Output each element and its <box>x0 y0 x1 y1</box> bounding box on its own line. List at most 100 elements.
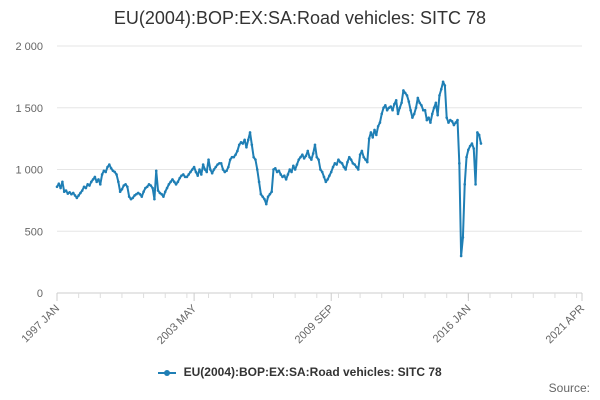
data-point <box>322 175 326 179</box>
data-point <box>234 153 237 156</box>
data-point <box>64 189 68 192</box>
data-point <box>308 155 311 159</box>
data-point <box>237 143 241 147</box>
data-point <box>268 192 272 196</box>
data-point <box>434 101 438 105</box>
x-tick-label: 2003 MAY <box>155 302 200 347</box>
data-point <box>93 175 97 179</box>
data-point <box>358 153 362 156</box>
data-point <box>88 184 91 187</box>
data-point <box>355 165 358 169</box>
data-point <box>118 190 122 194</box>
data-point <box>414 106 418 110</box>
data-point <box>400 101 403 105</box>
data-point <box>479 142 483 145</box>
data-point <box>429 121 432 124</box>
data-point <box>165 186 169 190</box>
data-point <box>89 180 93 184</box>
data-point <box>371 136 375 139</box>
data-point <box>227 165 230 169</box>
data-point <box>313 143 317 147</box>
data-point <box>284 178 288 181</box>
data-point <box>124 183 127 186</box>
legend[interactable]: EU(2004):BOP:EX:SA:Road vehicles: SITC 7… <box>0 365 600 379</box>
chart-title: EU(2004):BOP:EX:SA:Road vehicles: SITC 7… <box>113 8 487 28</box>
data-point <box>409 108 412 112</box>
data-point <box>106 165 109 169</box>
data-point <box>329 170 333 174</box>
data-point <box>337 158 340 161</box>
data-point <box>328 174 331 177</box>
x-tick-label: 1997 JAN <box>19 303 62 346</box>
data-point <box>84 186 88 190</box>
data-point <box>77 194 80 197</box>
data-point <box>80 189 84 192</box>
data-point <box>456 118 459 122</box>
data-point <box>304 154 308 158</box>
data-point <box>458 162 461 165</box>
data-point <box>385 108 389 112</box>
data-point <box>218 162 221 165</box>
data-point <box>441 80 445 84</box>
data-point <box>127 195 131 198</box>
data-point <box>382 106 385 110</box>
data-point <box>378 121 382 124</box>
data-point <box>250 143 254 147</box>
data-point <box>225 169 228 173</box>
data-point <box>302 157 306 160</box>
data-point <box>120 187 124 191</box>
data-point <box>394 99 398 102</box>
data-point <box>178 176 181 180</box>
data-point <box>470 142 474 145</box>
data-point <box>201 163 205 166</box>
data-point <box>427 116 430 119</box>
data-point <box>319 168 322 171</box>
data-point <box>288 168 292 171</box>
data-point <box>369 131 373 134</box>
data-point <box>264 202 268 206</box>
data-point <box>299 155 302 159</box>
data-point <box>416 96 420 100</box>
data-point <box>447 121 450 124</box>
data-point <box>396 112 400 116</box>
data-point <box>192 165 196 169</box>
data-point <box>362 155 366 159</box>
data-point <box>115 173 118 176</box>
data-point <box>477 133 481 137</box>
data-point <box>420 103 423 107</box>
source-label: Source: <box>548 381 590 395</box>
data-point <box>131 196 135 200</box>
data-point <box>430 112 434 116</box>
data-point <box>465 155 468 159</box>
data-point <box>70 192 73 196</box>
data-point <box>277 169 281 173</box>
data-point <box>221 168 225 171</box>
x-tick-label: 2009 SEP <box>293 303 337 347</box>
data-point <box>445 116 448 119</box>
data-point <box>126 185 129 189</box>
data-point <box>214 165 218 169</box>
data-point <box>75 196 79 200</box>
data-point <box>403 91 407 95</box>
data-point <box>82 185 86 189</box>
data-point <box>135 192 138 196</box>
data-point <box>311 152 315 155</box>
data-point <box>122 184 126 187</box>
data-point <box>183 175 187 179</box>
data-point <box>436 113 439 117</box>
data-point <box>356 168 360 171</box>
data-point <box>138 192 142 196</box>
data-point <box>261 195 264 198</box>
data-point <box>185 175 189 179</box>
data-point <box>228 158 232 161</box>
data-point <box>463 183 467 186</box>
data-point <box>411 116 414 119</box>
data-point <box>55 185 59 189</box>
data-point <box>373 128 376 132</box>
y-tick-label: 1 500 <box>15 103 43 115</box>
data-point <box>402 89 405 92</box>
data-point <box>248 131 252 134</box>
data-point <box>283 174 286 177</box>
data-point <box>344 168 347 171</box>
data-point <box>189 170 192 174</box>
